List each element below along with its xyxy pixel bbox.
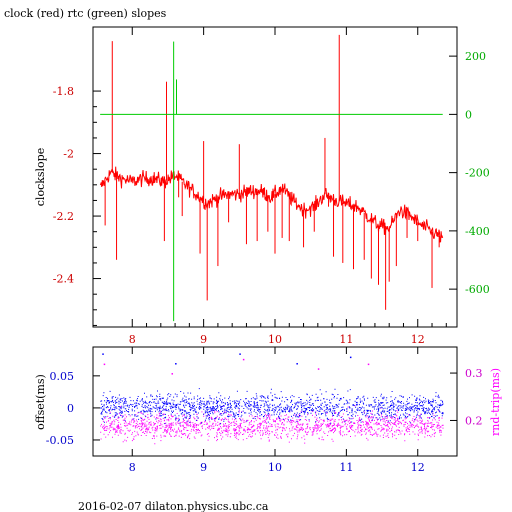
offset-x-tick-label: 8 bbox=[129, 461, 136, 474]
offset-outlier bbox=[239, 353, 241, 355]
offset-plot-frame bbox=[92, 346, 458, 457]
roundtrip-outlier bbox=[103, 363, 106, 366]
offset-y-tick-label: 0 bbox=[67, 402, 74, 415]
slopes-chart: 8 9 10 11 12 -1.8 -2 -2.2 -2.4 200 0 -200 -400 -600 c… bbox=[34, 26, 490, 346]
offset-y-axis-label: offset(ms) bbox=[34, 374, 47, 430]
footer-caption: 2016-02-07 dilaton.physics.ubc.ca bbox=[78, 500, 269, 512]
slopes-y-axis-label: clockslope bbox=[34, 148, 47, 206]
offset-y-tick-label: -0.05 bbox=[46, 434, 74, 447]
roundtrip-outlier bbox=[242, 358, 245, 361]
slopes-y2-tick-label: -600 bbox=[465, 283, 490, 296]
slopes-y-tick-label: -2.2 bbox=[53, 210, 74, 223]
offset-x-tick-label: 12 bbox=[411, 461, 425, 474]
slopes-y-tick-label: -1.8 bbox=[53, 85, 74, 98]
roundtrip-points bbox=[100, 405, 444, 445]
offset-points bbox=[100, 388, 444, 425]
slopes-y-tick-label: -2 bbox=[63, 148, 74, 161]
slopes-x-tick-label: 11 bbox=[339, 333, 353, 346]
slopes-x-tick-label: 10 bbox=[268, 333, 282, 346]
offset-chart: 8 9 10 11 12 0.05 0 -0.05 0.3 0.2 offset(ms) rnd-… bbox=[34, 346, 502, 474]
offset-x-tick-label: 9 bbox=[200, 461, 207, 474]
offset-x-tick-label: 10 bbox=[268, 461, 282, 474]
slopes-y-tick-label: -2.4 bbox=[53, 273, 74, 286]
offset-outlier bbox=[175, 363, 177, 365]
offset-outlier bbox=[296, 363, 298, 365]
roundtrip-outlier bbox=[317, 368, 320, 370]
offset-outlier bbox=[102, 353, 104, 355]
roundtrip-outlier bbox=[367, 363, 370, 366]
slopes-x-tick-label: 12 bbox=[411, 333, 425, 346]
roundtrip-y-axis-label: rnd-trip(ms) bbox=[489, 368, 502, 436]
slopes-x-tick-label: 8 bbox=[129, 333, 136, 346]
slopes-x-tick-label: 9 bbox=[200, 333, 207, 346]
roundtrip-y-tick-label: 0.3 bbox=[465, 367, 483, 380]
slopes-y2-tick-label: -400 bbox=[465, 225, 490, 238]
roundtrip-y-tick-label: 0.2 bbox=[465, 414, 483, 427]
slopes-y2-tick-label: 0 bbox=[465, 108, 472, 121]
figure-title: clock (red) rtc (green) slopes bbox=[4, 7, 167, 20]
offset-x-tick-label: 11 bbox=[339, 461, 353, 474]
slopes-y2-tick-label: -200 bbox=[465, 167, 490, 180]
offset-y-tick-label: 0.05 bbox=[50, 370, 75, 383]
roundtrip-outlier bbox=[171, 373, 174, 375]
slopes-y2-tick-label: 200 bbox=[465, 50, 486, 63]
offset-outlier bbox=[349, 356, 352, 359]
slopes-plot-frame bbox=[92, 26, 458, 328]
clock-series-line bbox=[99, 166, 444, 243]
